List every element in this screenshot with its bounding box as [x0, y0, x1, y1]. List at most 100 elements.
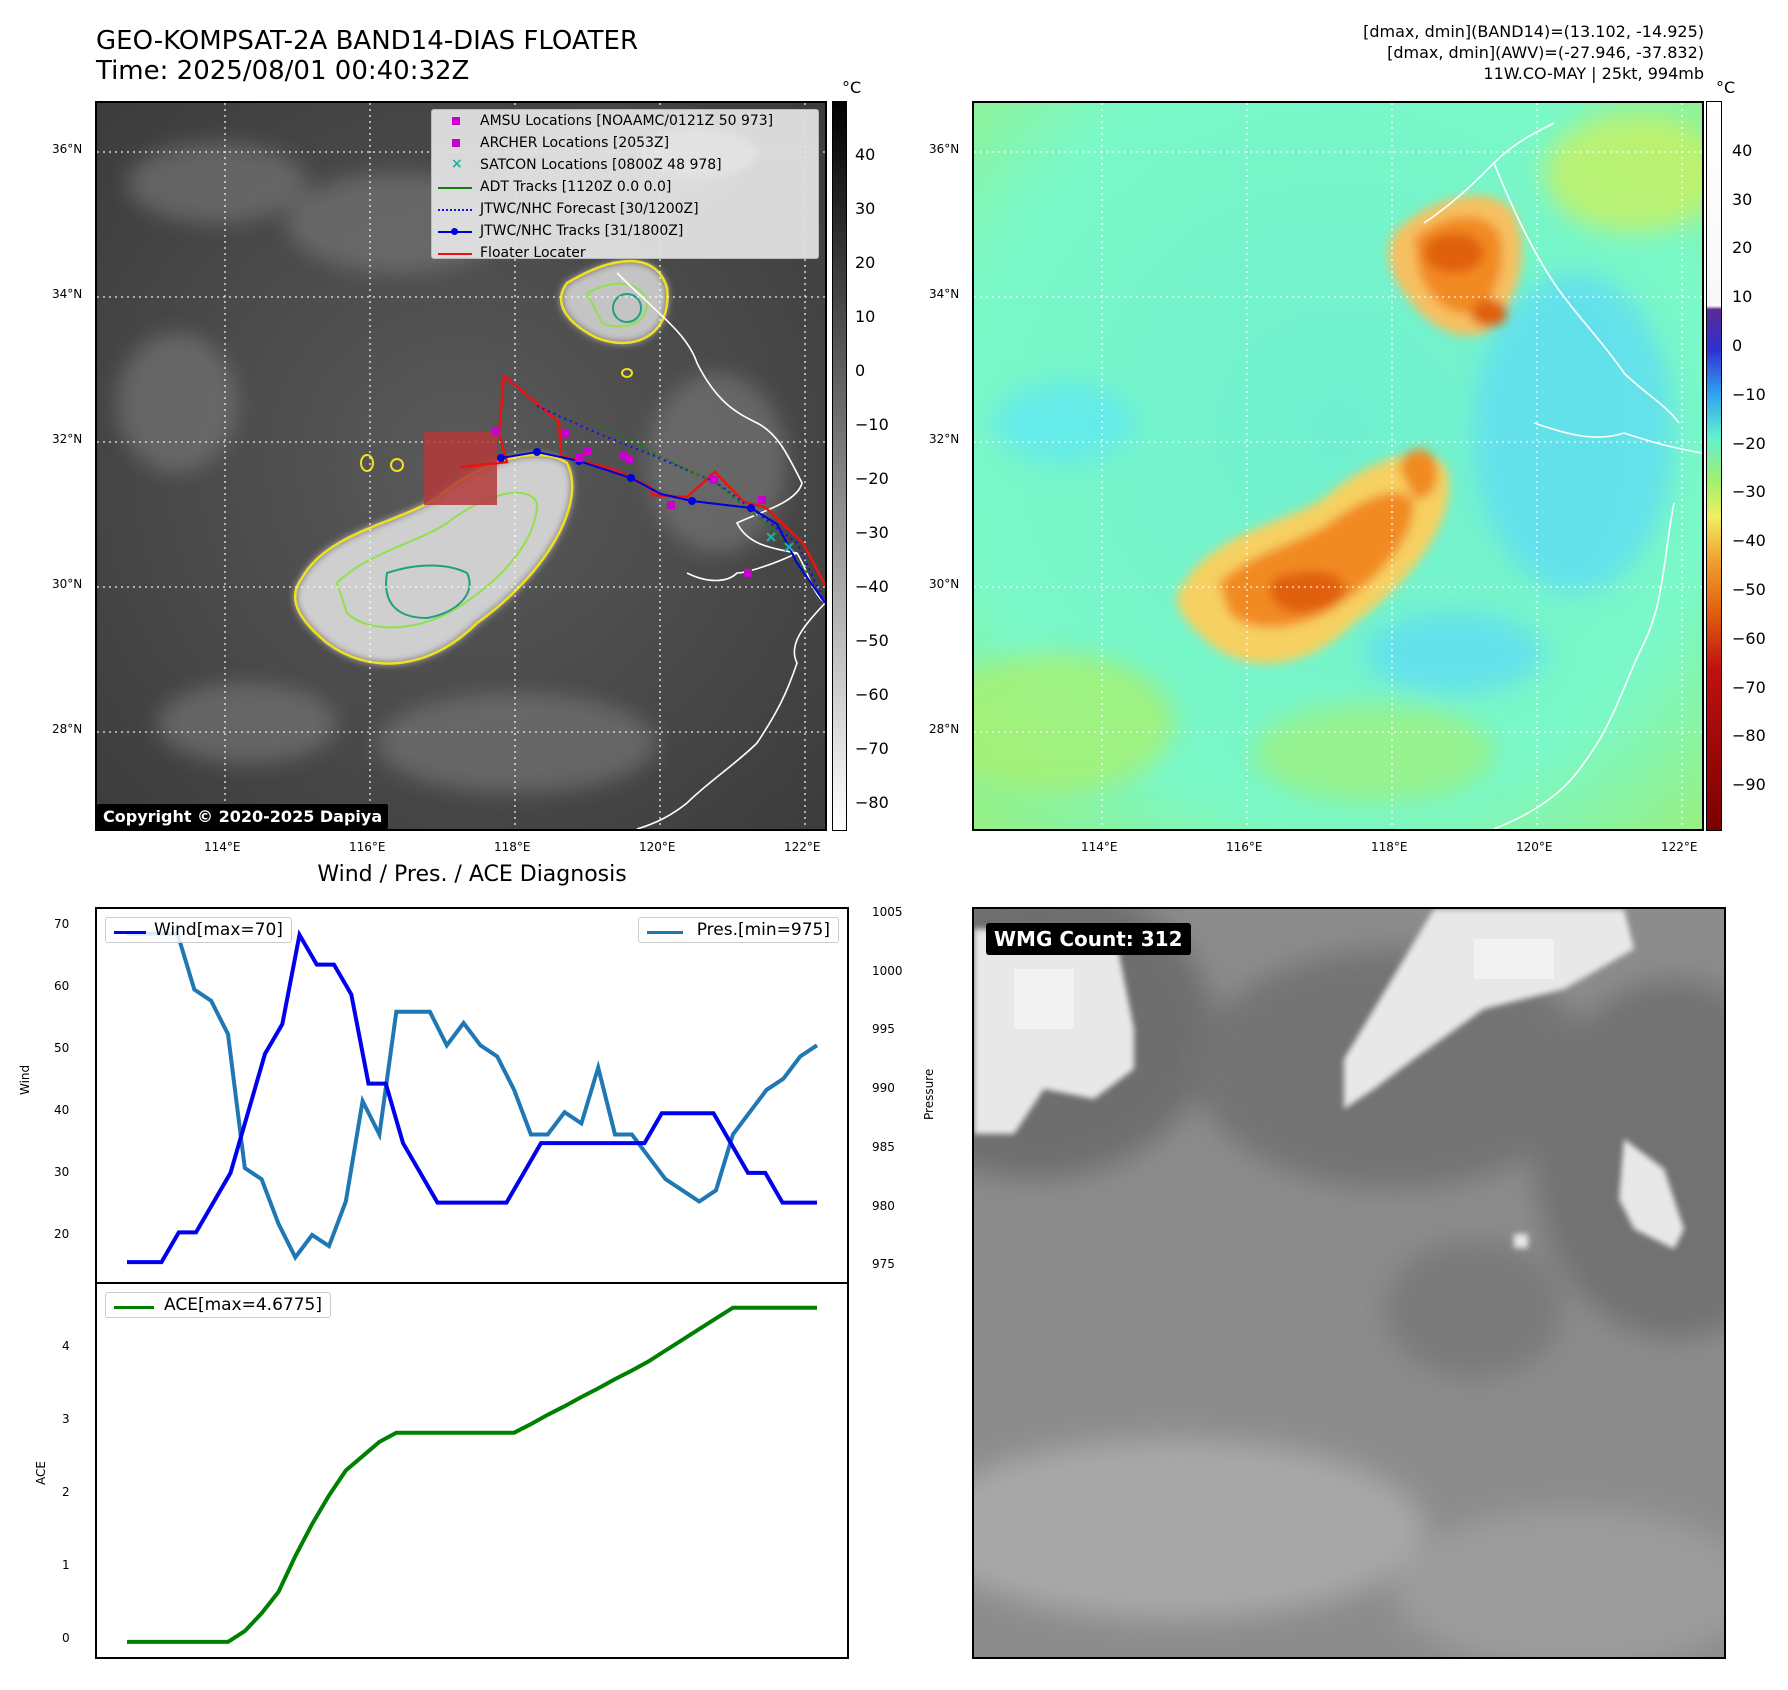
map-legend: AMSU Locations [NOAAMC/0121Z 50 973] ARC… [431, 109, 819, 261]
ir-map-panel: AMSU Locations [NOAAMC/0121Z 50 973] ARC… [95, 101, 827, 831]
wind-tick: 40 [54, 1103, 70, 1117]
wmg-panel: WMG Count: 312 [972, 907, 1726, 1659]
ace-panel: ACE[max=4.6775] [95, 1282, 849, 1659]
ir-colorbar-tick: −10 [855, 415, 889, 434]
ir-colorbar-tick: 0 [855, 361, 866, 380]
pres-tick: 995 [872, 1022, 895, 1036]
pressure-series-line [127, 931, 819, 1262]
legend-label-satcon: SATCON Locations [0800Z 48 978] [480, 157, 722, 173]
pres-tick: 975 [872, 1257, 895, 1271]
ir-colorbar-tick: 20 [855, 253, 876, 272]
wind-legend-label: Wind[max=70] [154, 920, 283, 940]
ace-tick: 1 [62, 1558, 70, 1572]
wv-colorbar-tick: 10 [1732, 287, 1753, 306]
wv-colorbar-tick: −50 [1732, 580, 1766, 599]
wv-colorbar-tick: −40 [1732, 531, 1766, 550]
pres-tick: 1005 [872, 905, 903, 919]
ir-lat-label: 32°N [52, 432, 83, 446]
forecast-line [536, 405, 825, 604]
pres-tick: 980 [872, 1199, 895, 1213]
jtwc-track-line [500, 450, 825, 604]
legend-label-floater: Floater Locater [480, 245, 586, 261]
wv-colorbar-tick: −70 [1732, 678, 1766, 697]
ir-lat-label: 30°N [52, 577, 83, 591]
wind-pres-panel: Wind[max=70] Pres.[min=975] [95, 907, 849, 1284]
legend-label-tracks: JTWC/NHC Tracks [31/1800Z] [480, 223, 684, 239]
wv-colorbar-tick: −30 [1732, 482, 1766, 501]
wv-colorbar-tick: −90 [1732, 775, 1766, 794]
legend-label-archer: ARCHER Locations [2053Z] [480, 135, 670, 151]
wv-colorbar-tick: −20 [1732, 434, 1766, 453]
ir-lon-label: 122°E [784, 840, 821, 854]
ace-tick: 4 [62, 1339, 70, 1353]
ir-colorbar-tick: 40 [855, 145, 876, 164]
legend-item-archer: ARCHER Locations [2053Z] [432, 132, 818, 154]
title-line-1: GEO-KOMPSAT-2A BAND14-DIAS FLOATER [96, 26, 639, 56]
wv-lon-label: 120°E [1516, 840, 1553, 854]
wv-map-panel [972, 101, 1704, 831]
wind-tick: 60 [54, 979, 70, 993]
wv-colorbar-tick: 30 [1732, 190, 1753, 209]
pres-legend-line-icon [646, 931, 683, 934]
wind-tick: 20 [54, 1227, 70, 1241]
ace-chart [127, 1305, 817, 1644]
ir-lon-label: 118°E [494, 840, 531, 854]
ir-colorbar-unit: °C [842, 78, 862, 97]
legend-item-forecast: JTWC/NHC Forecast [30/1200Z] [432, 198, 818, 220]
wind-axis-label: Wind [18, 1064, 32, 1095]
pres-tick: 990 [872, 1081, 895, 1095]
wv-lon-label: 122°E [1661, 840, 1698, 854]
wv-lat-label: 28°N [929, 722, 960, 736]
ace-series-line [127, 1305, 817, 1644]
title-line-2: Time: 2025/08/01 00:40:32Z [96, 56, 470, 86]
wv-lon-label: 116°E [1226, 840, 1263, 854]
wind-legend-line-icon [114, 931, 146, 934]
wind-tick: 50 [54, 1041, 70, 1055]
info-line-3: 11W.CO-MAY | 25kt, 994mb [1483, 64, 1704, 83]
floater-line-icon [438, 253, 472, 255]
wv-lat-label: 34°N [929, 287, 960, 301]
info-line-1: [dmax, dmin](BAND14)=(13.102, -14.925) [1363, 22, 1704, 41]
ace-tick: 0 [62, 1631, 70, 1645]
floater-box [424, 432, 497, 505]
ace-axis-label: ACE [34, 1461, 48, 1485]
legend-label-amsu: AMSU Locations [NOAAMC/0121Z 50 973] [480, 113, 774, 129]
ir-lon-label: 120°E [639, 840, 676, 854]
legend-item-amsu: AMSU Locations [NOAAMC/0121Z 50 973] [432, 110, 818, 132]
pres-legend-label: Pres.[min=975] [696, 920, 830, 940]
legend-item-adt: ADT Tracks [1120Z 0.0 0.0] [432, 176, 818, 198]
ace-tick: 3 [62, 1412, 70, 1426]
pres-axis-label: Pressure [922, 1068, 936, 1120]
ir-colorbar-tick: 10 [855, 307, 876, 326]
wind-legend: Wind[max=70] [105, 917, 292, 943]
legend-item-tracks: JTWC/NHC Tracks [31/1800Z] [432, 220, 818, 242]
amsu-marker-icon [452, 117, 460, 125]
adt-line-icon [438, 187, 472, 189]
info-line-2: [dmax, dmin](AWV)=(-27.946, -37.832) [1387, 43, 1704, 62]
wv-lat-label: 36°N [929, 142, 960, 156]
legend-label-forecast: JTWC/NHC Forecast [30/1200Z] [480, 201, 699, 217]
ace-legend-label: ACE[max=4.6775] [164, 1295, 322, 1315]
pres-tick: 985 [872, 1140, 895, 1154]
ir-lat-label: 36°N [52, 142, 83, 156]
floater-locater-line [460, 373, 825, 586]
wind-pres-chart [127, 929, 819, 1265]
wv-colorbar [1706, 101, 1722, 831]
ir-colorbar-tick: −20 [855, 469, 889, 488]
wv-colorbar-tick: −60 [1732, 629, 1766, 648]
tracks-dot-icon [451, 228, 458, 235]
ace-tick: 2 [62, 1485, 70, 1499]
ir-colorbar-tick: −30 [855, 523, 889, 542]
ir-colorbar-tick: −70 [855, 739, 889, 758]
wv-lon-label: 118°E [1371, 840, 1408, 854]
ir-lon-label: 114°E [204, 840, 241, 854]
ir-colorbar-tick: −50 [855, 631, 889, 650]
pres-tick: 1000 [872, 964, 903, 978]
wv-colorbar-tick: −80 [1732, 726, 1766, 745]
legend-item-satcon: × SATCON Locations [0800Z 48 978] [432, 154, 818, 176]
diag-title: Wind / Pres. / ACE Diagnosis [317, 862, 627, 887]
wv-colorbar-tick: 0 [1732, 336, 1743, 355]
ir-colorbar-tick: 30 [855, 199, 876, 218]
wmg-image [974, 909, 1724, 1657]
satcon-x-icon: × [451, 156, 463, 172]
